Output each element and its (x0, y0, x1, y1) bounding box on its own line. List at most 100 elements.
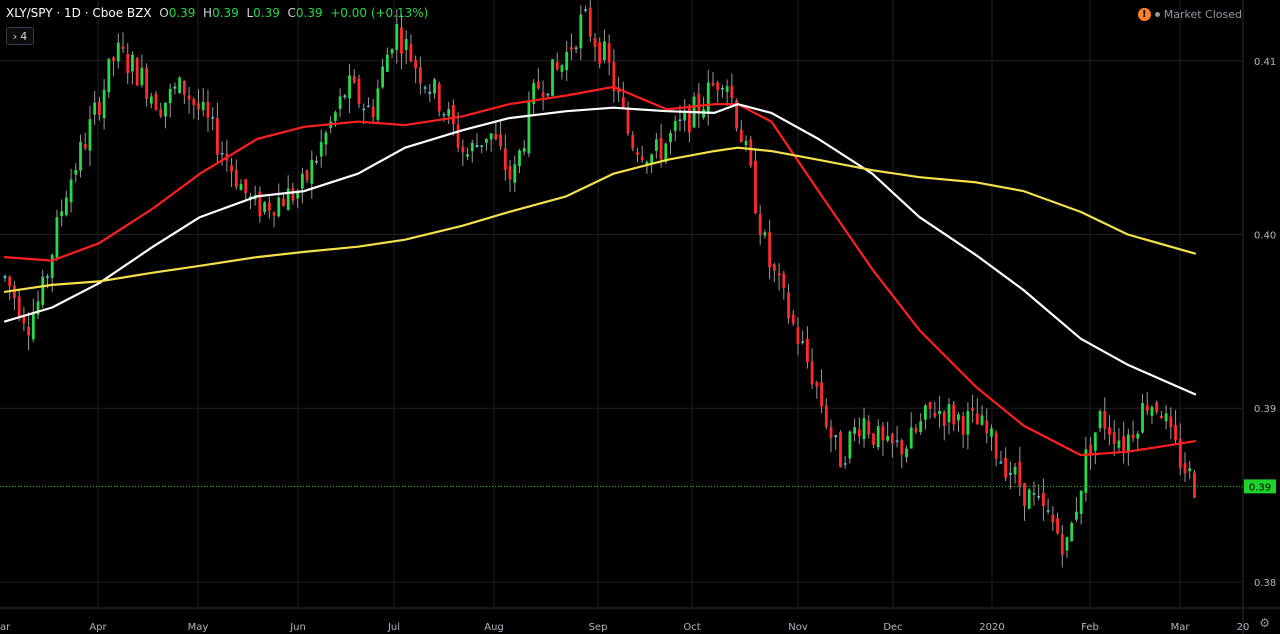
candle-body (41, 276, 45, 305)
candle-body (220, 153, 224, 155)
candle-body (834, 435, 838, 438)
candle-body (725, 86, 729, 92)
market-status[interactable]: ! Market Closed (1137, 8, 1242, 21)
candle-body (140, 67, 144, 86)
candle-body (1013, 466, 1017, 475)
candle-body (1164, 413, 1168, 422)
candle-body (475, 145, 479, 147)
candle-body (739, 129, 743, 143)
candle-body (357, 78, 361, 105)
candle-body (857, 429, 861, 437)
candle-body (527, 101, 531, 154)
candle-body (961, 415, 965, 435)
candle-body (1160, 415, 1163, 418)
candle-body (27, 326, 30, 336)
candle-body (305, 170, 309, 180)
candle-body (1070, 523, 1074, 541)
candle-body (69, 179, 73, 203)
candle-body (768, 232, 772, 268)
candle-body (806, 338, 809, 363)
candle-body (574, 47, 578, 49)
candle-body (1145, 405, 1149, 411)
candle-body (659, 137, 663, 160)
y-tick-label: 0.41 (1254, 57, 1276, 68)
last-price-label: 0.39 (1249, 482, 1271, 493)
candle-body (843, 463, 847, 465)
gear-icon[interactable]: ⚙ (1259, 616, 1270, 630)
candle-body (234, 169, 238, 188)
candle-body (650, 154, 654, 164)
candle-body (1155, 402, 1159, 412)
candle-body (890, 433, 894, 444)
candle-body (371, 106, 375, 118)
candle-body (300, 173, 304, 189)
candle-body (1136, 433, 1140, 439)
x-tick-label: Sep (589, 622, 608, 633)
candle-body (683, 110, 687, 121)
candle-body (990, 428, 993, 437)
high-value: 0.39 (212, 6, 239, 20)
candle-body (409, 43, 413, 62)
candle-body (98, 102, 101, 116)
candle-body (414, 60, 418, 69)
collapse-indicators-button[interactable]: › 4 (6, 27, 34, 45)
candle-body (697, 93, 701, 114)
candle-body (31, 313, 35, 340)
candle-body (88, 119, 92, 151)
candle-body (503, 148, 507, 170)
candle-body (55, 217, 59, 258)
candle-body (579, 14, 583, 49)
candle-body (466, 154, 469, 157)
candle-body (296, 192, 300, 199)
candle-body (654, 139, 658, 151)
status-dot-icon (1154, 12, 1160, 17)
candle-body (820, 382, 823, 407)
x-tick-label: Jun (289, 622, 306, 633)
candle-body (541, 92, 545, 97)
candle-body (787, 292, 790, 319)
candle-body (952, 404, 956, 425)
candle-body (423, 87, 427, 89)
y-tick-label: 0.40 (1254, 231, 1276, 242)
candle-body (1008, 472, 1012, 475)
candle-body (678, 119, 682, 121)
candle-body (376, 88, 380, 120)
candle-body (1004, 457, 1008, 478)
candle-body (938, 410, 941, 415)
candle-body (518, 150, 521, 166)
candle-body (154, 93, 158, 111)
candle-body (178, 77, 182, 93)
candle-body (447, 109, 451, 116)
candle-body (385, 54, 389, 72)
candle-body (848, 431, 852, 459)
candle-body (83, 144, 87, 149)
candle-body (1075, 511, 1078, 520)
candle-body (258, 191, 262, 217)
candle-body (456, 124, 460, 148)
candle-body (796, 327, 800, 345)
candle-body (706, 82, 710, 114)
candle-body (1079, 490, 1083, 514)
candle-body (135, 58, 139, 86)
symbol-title[interactable]: XLY/SPY · 1D · Cboe BZX (6, 6, 152, 20)
candle-body (310, 159, 314, 184)
candle-body (187, 95, 191, 100)
candle-body (791, 314, 795, 324)
x-tick-label: Mar (1171, 622, 1191, 633)
candle-body (418, 67, 422, 84)
ohlc-values: O0.39 H0.39 L0.39 C0.39 +0.00 (+0.13%) (159, 6, 429, 20)
candle-body (839, 432, 842, 468)
candle-body (93, 102, 97, 115)
candle-body (282, 198, 285, 207)
x-tick-label: Dec (883, 622, 902, 633)
low-value: 0.39 (253, 6, 280, 20)
x-tick-label: Jul (387, 622, 400, 633)
candle-body (267, 202, 271, 211)
x-tick-label: ar (0, 622, 11, 633)
candle-body (513, 164, 517, 183)
warning-icon: ! (1137, 8, 1151, 21)
candle-body (428, 91, 432, 94)
candle-body (980, 415, 984, 425)
candle-body (777, 273, 781, 276)
